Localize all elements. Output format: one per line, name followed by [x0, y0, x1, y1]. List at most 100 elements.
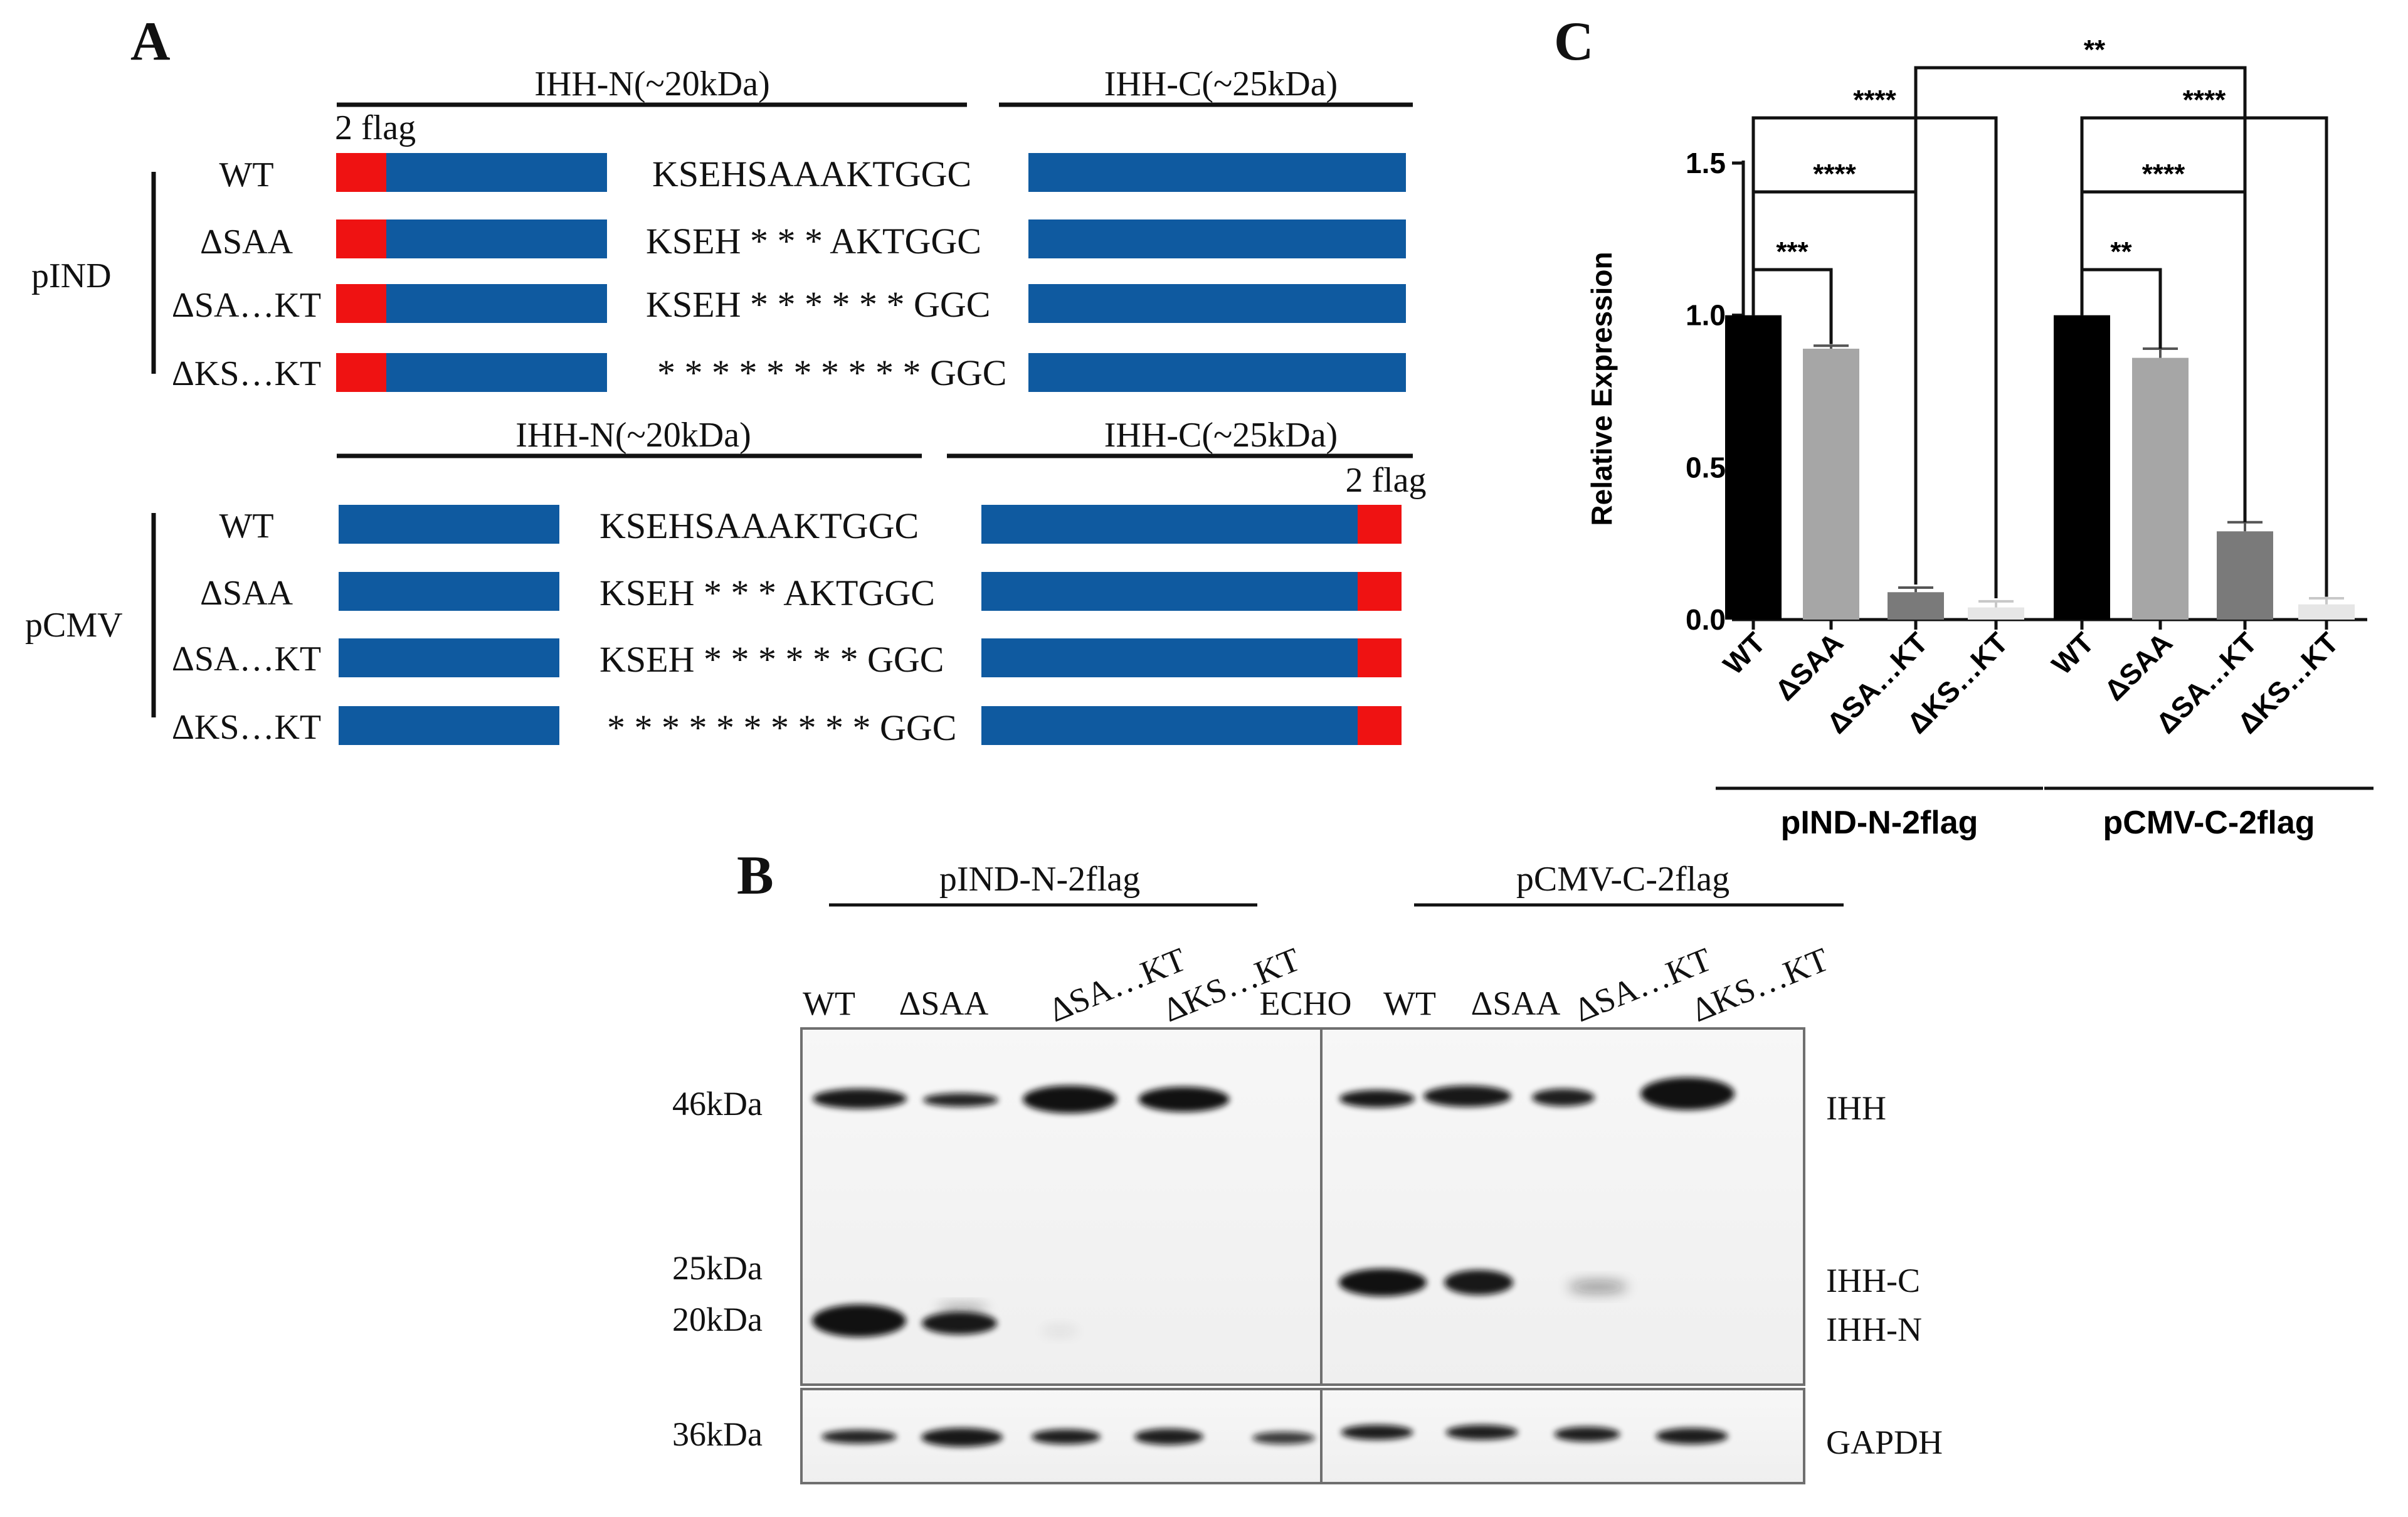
construct-row: WT KSEHSAAAKTGGC — [219, 505, 1402, 546]
linker-sequence: KSEH * * * AKTGGC — [646, 221, 981, 262]
blot-band — [1138, 1087, 1230, 1112]
vector-label-pcmv: pCMV — [25, 606, 123, 645]
construct-name: ΔSA…KT — [172, 286, 321, 325]
bar — [1888, 592, 1944, 620]
significance-brackets: *********************** — [1751, 34, 2328, 599]
flag-tag — [1358, 505, 1402, 544]
blot-band — [1568, 1281, 1628, 1293]
marker-36kda: 36kDa — [672, 1415, 763, 1453]
significance-bracket — [1751, 116, 1998, 599]
construct-name: WT — [219, 507, 273, 546]
blot-band — [1134, 1429, 1203, 1445]
y-tick-label: 1.0 — [1686, 299, 1726, 332]
x-tick-label: ΔSAA — [2098, 626, 2178, 707]
panel-label-b: B — [737, 845, 774, 906]
blot-band — [813, 1089, 907, 1109]
construct-row: ΔKS…KT * * * * * * * * * * GGC — [172, 706, 1402, 748]
significance-label: **** — [1813, 159, 1856, 189]
panel-b: B pIND-N-2flag pCMV-C-2flag WT ΔSAA ΔSA…KT… — [672, 845, 1943, 1484]
ihh-n-domain — [339, 572, 559, 611]
significance-label: ** — [2084, 34, 2106, 65]
blot-bands — [812, 1077, 1735, 1447]
construct-name: WT — [219, 156, 273, 194]
flag-tag — [1358, 572, 1402, 611]
construct-name: ΔSAA — [200, 223, 293, 262]
blot-band — [1554, 1427, 1620, 1442]
lane-label: WT — [803, 985, 855, 1022]
significance-label: **** — [2183, 85, 2226, 115]
linker-sequence: KSEH * * * AKTGGC — [599, 573, 935, 613]
y-axis-label: Relative Expression — [1585, 251, 1618, 526]
flag-tag — [336, 153, 386, 192]
construct-row: WT KSEHSAAAKTGGC — [219, 153, 1406, 194]
ihh-n-domain — [339, 706, 559, 745]
marker-46kda: 46kDa — [672, 1085, 763, 1123]
lane-label: ΔSAA — [899, 985, 989, 1022]
ihh-c-domain — [1028, 284, 1406, 323]
construct-name: ΔSAA — [200, 574, 293, 613]
panel-label-c: C — [1554, 11, 1594, 72]
blot-band — [922, 1312, 997, 1335]
flag-tag — [336, 219, 386, 258]
panel-a: A 2 flag IHH-N(~20kDa) IHH-C(~25kDa) pIN… — [25, 11, 1427, 748]
linker-sequence: KSEHSAAAKTGGC — [652, 154, 971, 194]
blot-band — [1023, 1086, 1117, 1113]
header-ihh-c: IHH-C(~25kDa) — [1104, 416, 1338, 455]
ihh-n-domain — [386, 153, 607, 192]
blot-band — [1640, 1077, 1735, 1110]
significance-label: **** — [2142, 159, 2185, 189]
group-label: pCMV-C-2flag — [2103, 805, 2315, 841]
construct-row: ΔSAA KSEH * * * AKTGGC — [200, 219, 1406, 262]
marker-20kda: 20kDa — [672, 1301, 763, 1338]
construct-block-pcmv: IHH-N(~20kDa) IHH-C(~25kDa) 2 flag pCMV … — [25, 416, 1427, 748]
ihh-n-domain — [386, 353, 607, 392]
blot-band — [1341, 1425, 1413, 1440]
x-tick-label: ΔSAA — [1768, 626, 1849, 707]
construct-row: ΔSA…KT KSEH * * * * * * GGC — [172, 638, 1402, 680]
ihh-n-domain — [386, 219, 607, 258]
band-label-ihh-c: IHH-C — [1826, 1262, 1920, 1299]
ihh-c-domain — [1028, 353, 1406, 392]
ihh-n-domain — [339, 505, 559, 544]
panel-c: C Relative Expression 0.00.51.01.5 *****… — [1554, 11, 2374, 841]
blot-band — [1041, 1326, 1079, 1336]
y-tick-label: 0.5 — [1686, 451, 1726, 484]
construct-name: ΔKS…KT — [172, 708, 321, 747]
blot-band — [1656, 1428, 1728, 1444]
flag-label: 2 flag — [335, 108, 416, 147]
bar — [1803, 349, 1859, 620]
chart-bars — [1725, 315, 2355, 620]
flag-tag — [1358, 638, 1402, 677]
blot-band — [1339, 1269, 1427, 1296]
construct-row: ΔSA…KT KSEH * * * * * * GGC — [172, 284, 1406, 325]
header-ihh-n: IHH-N(~20kDa) — [515, 416, 751, 455]
y-tick-label: 1.5 — [1686, 147, 1726, 179]
flag-tag — [336, 353, 386, 392]
significance-label: ** — [2110, 236, 2132, 267]
header-ihh-n: IHH-N(~20kDa) — [534, 65, 770, 103]
x-tick-label: WT — [2046, 626, 2100, 680]
bar — [1725, 315, 1782, 620]
blot-band — [1532, 1089, 1595, 1106]
blot-group-left: pIND-N-2flag — [939, 860, 1140, 899]
construct-name: ΔSA…KT — [172, 640, 321, 679]
ihh-n-domain — [339, 638, 559, 677]
band-label-ihh: IHH — [1826, 1089, 1886, 1127]
group-labels: pIND-N-2flag pCMV-C-2flag — [1716, 786, 2374, 841]
band-label-gapdh: GAPDH — [1826, 1424, 1943, 1461]
ihh-c-domain — [981, 706, 1358, 745]
blot-band — [812, 1304, 906, 1337]
blot-band — [1444, 1270, 1513, 1295]
blot-band — [1445, 1425, 1518, 1440]
ihh-c-domain — [981, 638, 1358, 677]
blot-band — [923, 1093, 998, 1107]
flag-tag — [1358, 706, 1402, 745]
flag-tag — [336, 284, 386, 323]
blot-band — [1252, 1432, 1315, 1444]
linker-sequence: KSEH * * * * * * GGC — [599, 639, 944, 680]
lane-label: ΔSAA — [1471, 985, 1561, 1022]
construct-name: ΔKS…KT — [172, 354, 321, 393]
bar — [2132, 357, 2189, 620]
